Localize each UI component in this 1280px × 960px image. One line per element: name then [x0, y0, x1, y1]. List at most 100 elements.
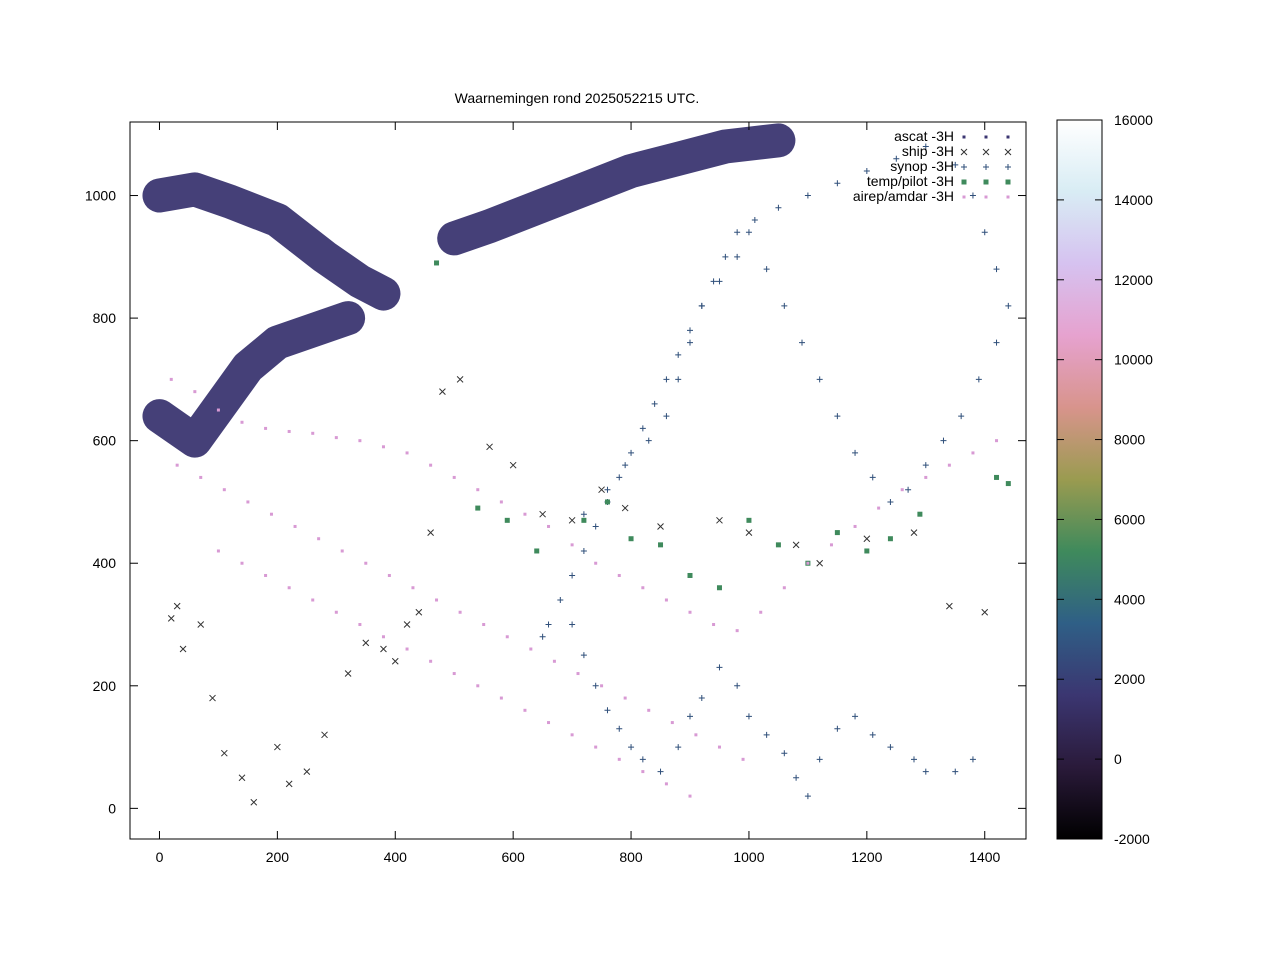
data-point: [340, 549, 344, 553]
data-point: [452, 672, 456, 676]
data-point: [179, 645, 187, 653]
data-point: [523, 708, 527, 712]
data-point: [264, 426, 268, 430]
data-point: [311, 598, 315, 602]
data-point: [594, 745, 598, 749]
data-point: [269, 512, 273, 516]
data-point: [594, 561, 598, 565]
y-tick-label: 800: [93, 310, 117, 326]
data-point: [717, 745, 721, 749]
data-point: [946, 602, 953, 610]
data-point: [364, 561, 368, 565]
y-tick-label: 400: [93, 555, 117, 571]
data-point: [220, 749, 228, 757]
data-point: [173, 602, 181, 610]
data-point: [639, 425, 646, 432]
data-point: [570, 543, 574, 547]
data-point: [504, 517, 510, 523]
colorbar-tick-label: 8000: [1114, 432, 1145, 448]
data-point: [167, 615, 175, 622]
data-point: [387, 573, 391, 577]
data-point: [745, 713, 752, 720]
colorbar-tick-label: 10000: [1114, 352, 1153, 368]
data-point: [911, 756, 917, 763]
x-tick-label: 600: [501, 849, 525, 865]
data-point: [663, 376, 670, 383]
data-point: [250, 798, 258, 806]
colorbar-tick-label: 16000: [1114, 112, 1153, 128]
data-point: [403, 621, 411, 628]
data-point: [734, 229, 741, 236]
data-point: [917, 511, 923, 517]
data-point: [793, 774, 800, 781]
data-point: [694, 733, 698, 737]
data-point: [580, 547, 587, 554]
legend-marker: [983, 179, 989, 185]
data-point: [334, 436, 338, 440]
data-point: [458, 610, 462, 614]
data-point: [763, 731, 770, 738]
data-point: [509, 461, 517, 469]
data-point: [829, 543, 833, 547]
data-point: [651, 400, 658, 407]
data-point: [628, 536, 634, 542]
data-point: [476, 684, 480, 688]
data-point: [853, 524, 857, 528]
data-point: [775, 542, 781, 548]
data-point: [688, 610, 692, 614]
legend-marker: [1006, 195, 1010, 199]
data-point: [806, 561, 810, 565]
data-point: [317, 537, 321, 541]
data-point: [240, 561, 244, 565]
data-point: [995, 439, 999, 443]
data-point: [456, 376, 464, 383]
data-point: [869, 474, 876, 481]
data-point: [391, 657, 399, 665]
data-point: [687, 572, 693, 578]
data-point: [688, 794, 692, 798]
data-point: [285, 780, 293, 788]
data-point: [545, 621, 552, 628]
colorbar-tick-label: 0: [1114, 751, 1122, 767]
data-point: [193, 390, 197, 394]
data-point: [623, 696, 627, 700]
data-point: [869, 731, 876, 738]
data-point: [238, 774, 246, 782]
data-point: [240, 420, 244, 424]
data-point: [781, 302, 788, 309]
data-point: [405, 647, 409, 651]
data-point: [617, 573, 621, 577]
data-point: [716, 585, 722, 591]
legend-marker: [960, 148, 968, 156]
data-point: [864, 548, 870, 554]
data-point: [475, 505, 481, 511]
data-point: [505, 635, 509, 639]
data-point: [657, 523, 664, 530]
swath-band: [142, 172, 401, 311]
data-point: [893, 155, 900, 162]
data-point: [287, 586, 291, 590]
data-point: [922, 462, 929, 469]
data-point: [598, 486, 605, 494]
data-point: [246, 500, 250, 504]
data-point: [216, 549, 220, 553]
data-point: [622, 462, 629, 469]
data-point: [804, 793, 811, 800]
colorbar-tick-label: 14000: [1114, 192, 1153, 208]
data-point: [199, 475, 203, 479]
x-tick-label: 1000: [733, 849, 764, 865]
data-point: [852, 713, 859, 720]
data-point: [698, 302, 705, 309]
data-point: [600, 684, 604, 688]
data-point: [834, 180, 841, 187]
data-point: [863, 168, 870, 175]
data-point: [534, 548, 540, 554]
x-tick-label: 0: [156, 849, 164, 865]
data-point: [745, 229, 752, 236]
data-point: [863, 535, 871, 543]
legend-marker: [962, 195, 966, 199]
data-point: [439, 388, 446, 395]
data-point: [799, 339, 805, 346]
